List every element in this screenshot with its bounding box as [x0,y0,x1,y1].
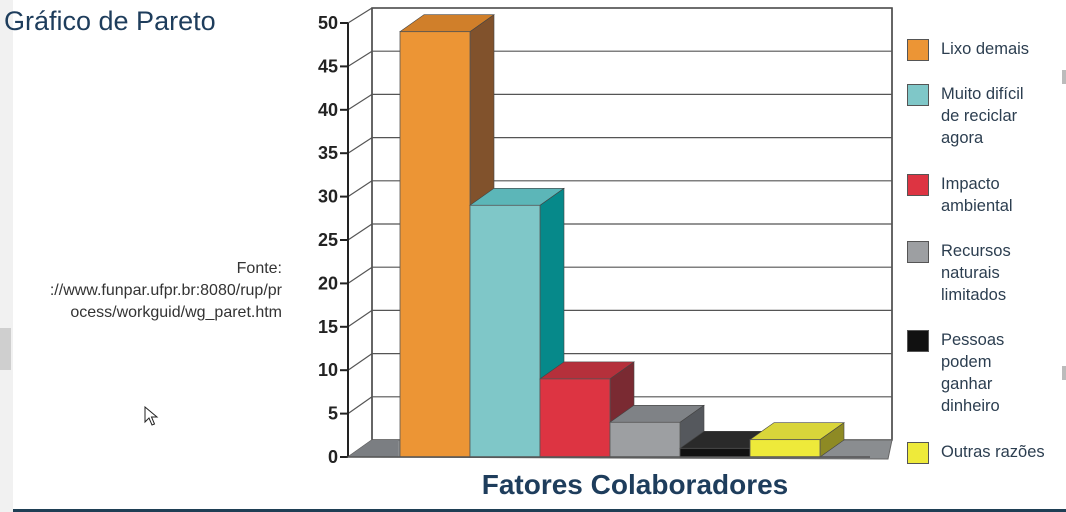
y-tick-label: 50 [318,13,338,33]
y-tick-label: 40 [318,100,338,120]
legend-swatch [907,39,929,61]
legend-label-line: Muito difícil [941,85,1024,103]
y-tick-label: 30 [318,187,338,207]
source-note: Fonte: ://www.funpar.ufpr.br:8080/rup/pr… [6,258,282,324]
legend-label-line: agora [941,129,984,147]
legend-item: Recursos naturais limitados [907,240,1059,306]
legend-swatch [907,84,929,106]
y-tick-label: 35 [318,143,338,163]
legend-swatch [907,330,929,352]
legend-label: Outras razões [941,441,1059,463]
legend-label-line: dinheiro [941,397,1000,415]
gridline-side [347,266,373,284]
bar [749,439,821,458]
gridline-side [347,137,373,154]
right-edge-mark [1062,366,1066,380]
legend-label-line: de reciclar [941,107,1018,125]
y-tick-label: 15 [318,317,338,337]
bar [609,421,681,458]
legend-label: Muito difícil de reciclar agora [941,83,1059,149]
legend-label-line: Recursos [941,242,1011,260]
legend-label-line: Lixo demais [941,40,1030,58]
bar [469,204,541,458]
source-line-2: ://www.funpar.ufpr.br:8080/rup/pr [49,282,282,299]
y-tick-label: 45 [318,56,338,76]
gridline-side [347,7,373,24]
y-tick-label: 5 [328,404,338,424]
gridline-side [347,93,373,111]
legend-item: Lixo demais [907,38,1059,61]
legend-swatch [907,174,929,196]
legend-label-line: Impacto [941,175,1000,193]
legend-label-line: podem [941,353,992,371]
legend-label-line: ambiental [941,197,1013,215]
legend-label-line: ganhar [941,375,993,393]
gridline-side [347,309,373,328]
scrollbar-thumb[interactable] [0,328,11,370]
window-left-edge [0,0,13,512]
legend-label: Recursos naturais limitados [941,240,1059,306]
mouse-cursor-icon [144,406,159,426]
bottom-border [13,509,1066,512]
gridline-side [347,396,373,415]
legend-label: Impacto ambiental [941,173,1059,217]
gridline-side [347,353,373,371]
legend-label: Lixo demais [941,38,1059,60]
y-tick-label: 25 [318,230,338,250]
legend-item: Impacto ambiental [907,173,1059,217]
legend-item: Muito difícil de reciclar agora [907,83,1059,149]
chart-floor-shade [348,440,398,457]
legend-label-line: naturais [941,264,1000,282]
legend-swatch [907,241,929,263]
gridline-side [347,50,373,67]
bar [539,378,611,458]
gridline-side [347,223,373,241]
legend-label-line: Pessoas [941,331,1005,349]
slide-title: Gráfico de Pareto [4,6,216,36]
bar [399,31,471,458]
y-tick-label: 10 [318,360,338,380]
source-line-1: Fonte: [236,260,282,277]
right-edge-mark [1062,70,1066,84]
gridline-side [347,180,373,198]
legend-swatch [907,442,929,464]
y-tick-label: 0 [328,447,338,467]
legend-label-line: limitados [941,286,1007,304]
legend-item: Pessoas podem ganhar dinheiro [907,329,1059,417]
legend-label: Pessoas podem ganhar dinheiro [941,329,1059,417]
legend-label-line: Outras razões [941,443,1045,461]
legend-item: Outras razões [907,441,1059,464]
y-tick-label: 20 [318,273,338,293]
x-axis-label: Fatores Colaboradores [482,469,789,500]
bar [679,447,751,458]
source-line-3: ocess/workguid/wg_paret.htm [70,304,282,321]
